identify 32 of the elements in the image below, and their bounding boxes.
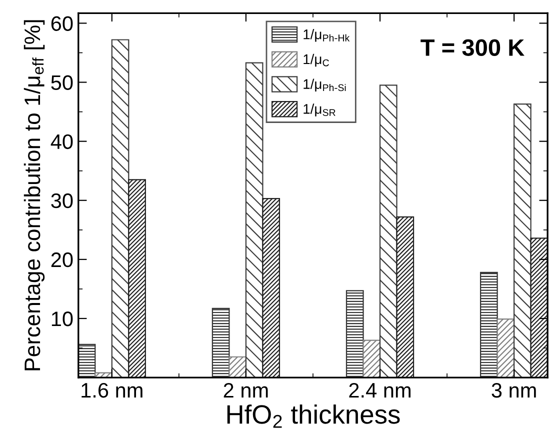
y-tick-label: 30 <box>51 193 73 208</box>
y-tick-label: 20 <box>51 252 73 268</box>
bar <box>78 344 96 378</box>
bar <box>228 356 247 378</box>
bar <box>379 84 398 378</box>
x-tick-label: 2.4 nm <box>349 382 410 398</box>
legend-label: 1/μ$_{Ph-Hk}$ <box>304 29 350 42</box>
bar <box>496 318 515 378</box>
bar <box>262 198 280 378</box>
y-tick-label: 10 <box>52 311 73 326</box>
x-axis-title: HfO$_{2}$ thickness <box>227 404 400 428</box>
x-tick-label: 2 nm <box>224 382 268 398</box>
bar <box>530 238 548 378</box>
bar <box>245 62 264 378</box>
bar <box>362 340 381 378</box>
bar <box>128 179 146 378</box>
legend-label: 1/μ$_{SR}$ <box>304 104 336 116</box>
bar <box>514 104 532 378</box>
y-tick-label: 50 <box>51 75 73 90</box>
bar <box>212 308 230 378</box>
bar <box>346 290 364 378</box>
y-tick-label: 60 <box>51 16 73 31</box>
y-axis-title: Percentage contribution to 1/μ$_{eff}$ [%] <box>24 20 45 370</box>
bar <box>396 216 414 378</box>
x-tick-label: 1.6 nm <box>82 382 142 398</box>
y-tick-label: 40 <box>50 134 73 150</box>
bar <box>111 39 130 378</box>
legend-label: 1/μ$_{Ph-Si}$ <box>304 78 346 92</box>
x-tick-label: 3 nm <box>492 382 536 398</box>
legend-label: 1/μ$_{C}$ <box>304 54 329 67</box>
bar <box>480 272 498 378</box>
annotation: T = 300 K <box>420 39 524 56</box>
